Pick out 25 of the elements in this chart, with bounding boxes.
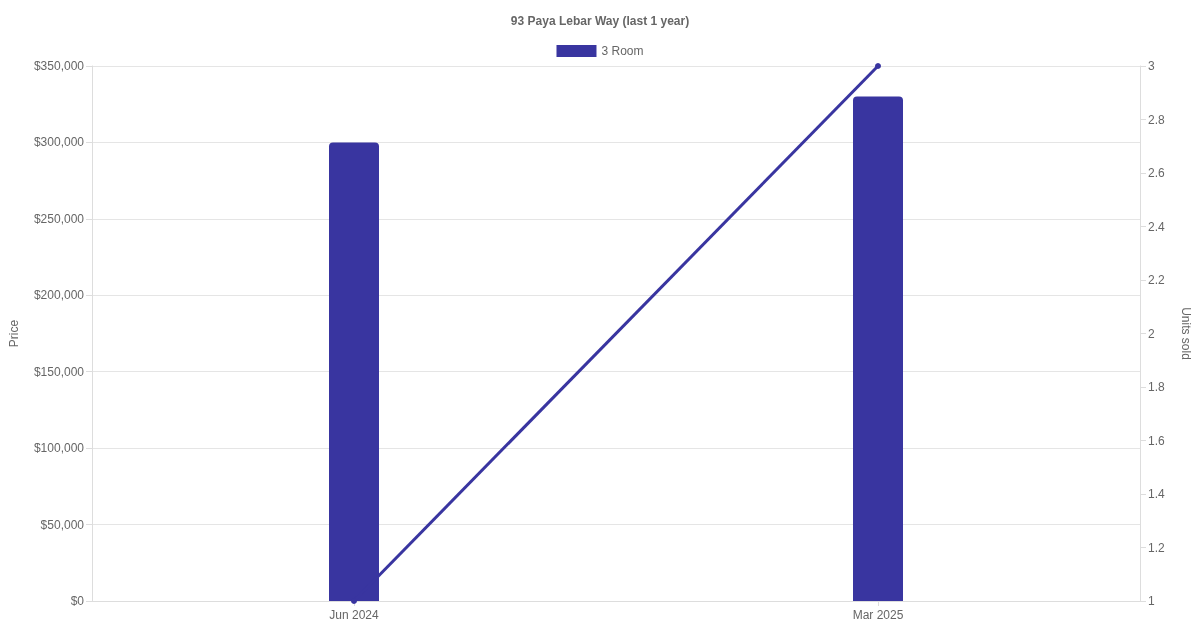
y2-tick-label: 2.6 [1148, 166, 1166, 180]
chart-title: 93 Paya Lebar Way (last 1 year) [510, 14, 690, 28]
y2-tick-label: 1.6 [1148, 433, 1166, 448]
y-tick-label: $150,000 [33, 364, 85, 379]
y2-tick-label: 2.8 [1148, 112, 1166, 127]
y-tick-label: $0 [70, 594, 85, 608]
x-tick-label: Jun 2024 [329, 608, 380, 622]
y2-axis-title: Units sold [1179, 307, 1193, 360]
y2-tick-label: 1 [1148, 594, 1155, 608]
y-tick-label: $200,000 [33, 288, 85, 303]
legend-label: 3 Room [601, 44, 644, 58]
y2-tick-label: 1.2 [1148, 540, 1166, 555]
y-tick-label: $250,000 [33, 211, 85, 226]
x-tick-label: Mar 2025 [852, 608, 904, 622]
y2-tick-label: 2.4 [1148, 219, 1166, 234]
y2-tick-label: 3 [1148, 59, 1155, 73]
y-axis-title: Price [7, 319, 21, 348]
y2-tick-label: 1.4 [1148, 487, 1166, 501]
y2-tick-label: 2 [1148, 326, 1155, 341]
y-tick-label: $50,000 [40, 517, 85, 532]
y-tick-label: $300,000 [33, 135, 85, 150]
y-tick-label: $350,000 [33, 59, 85, 73]
y2-tick-label: 2.2 [1148, 273, 1166, 287]
y-tick-label: $100,000 [33, 441, 85, 456]
y2-tick-label: 1.8 [1148, 380, 1166, 394]
